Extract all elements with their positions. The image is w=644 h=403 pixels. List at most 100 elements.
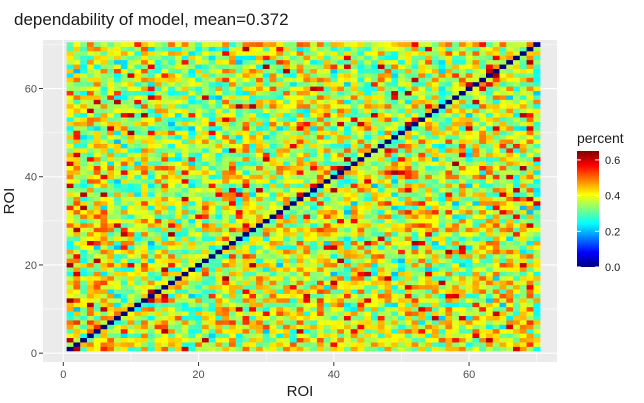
- heatmap-cell: [303, 126, 311, 131]
- heatmap-cell: [452, 328, 460, 334]
- heatmap-cell: [330, 86, 338, 92]
- heatmap-cell: [472, 227, 480, 233]
- heatmap-cell: [418, 267, 426, 272]
- heatmap-cell: [154, 46, 162, 52]
- heatmap-cell: [526, 46, 534, 52]
- heatmap-cell: [283, 192, 291, 197]
- heatmap-cell: [323, 121, 331, 127]
- heatmap-cell: [215, 306, 223, 312]
- heatmap-cell: [391, 223, 399, 228]
- heatmap-cell: [100, 103, 108, 109]
- heatmap-cell: [262, 271, 270, 277]
- heatmap-cell: [73, 253, 81, 259]
- heatmap-cell: [161, 178, 169, 184]
- heatmap-cell: [114, 245, 122, 250]
- heatmap-cell: [93, 117, 101, 122]
- heatmap-cell: [86, 134, 95, 140]
- heatmap-cell: [431, 108, 439, 114]
- heatmap-cell: [411, 289, 419, 294]
- heatmap-cell: [161, 271, 169, 277]
- heatmap-cell: [127, 117, 135, 122]
- heatmap-cell: [147, 134, 155, 140]
- heatmap-cell: [235, 165, 243, 171]
- heatmap-cell: [86, 328, 95, 334]
- heatmap-cell: [235, 130, 243, 136]
- heatmap-cell: [377, 134, 385, 140]
- heatmap-cell: [398, 59, 406, 65]
- heatmap-cell: [86, 346, 95, 352]
- heatmap-cell: [283, 103, 291, 109]
- heatmap-cell: [316, 90, 324, 96]
- heatmap-cell: [343, 306, 352, 312]
- heatmap-cell: [337, 201, 345, 206]
- heatmap-cell: [377, 249, 385, 255]
- heatmap-cell: [161, 174, 169, 180]
- heatmap-cell: [276, 284, 284, 290]
- heatmap-cell: [269, 342, 277, 347]
- heatmap-cell: [513, 302, 521, 308]
- heatmap-cell: [337, 337, 345, 343]
- heatmap-cell: [506, 161, 514, 167]
- heatmap-cell: [107, 231, 115, 237]
- heatmap-cell: [506, 139, 514, 144]
- heatmap-cell: [283, 262, 291, 268]
- heatmap-cell: [100, 267, 108, 272]
- heatmap-cell: [141, 192, 149, 197]
- heatmap-cell: [86, 337, 95, 343]
- heatmap-cell: [269, 152, 277, 158]
- heatmap-cell: [526, 245, 534, 250]
- heatmap-cell: [195, 236, 203, 241]
- heatmap-cell: [418, 209, 426, 215]
- heatmap-cell: [289, 126, 297, 131]
- heatmap-cell: [445, 245, 453, 250]
- heatmap-cell: [384, 218, 392, 224]
- heatmap-cell: [161, 42, 169, 47]
- heatmap-cell: [93, 223, 101, 228]
- heatmap-cell: [147, 346, 155, 352]
- heatmap-cell: [438, 298, 446, 303]
- heatmap-cell: [256, 298, 264, 303]
- heatmap-cell: [289, 192, 297, 197]
- heatmap-cell: [485, 236, 494, 241]
- heatmap-cell: [391, 333, 399, 339]
- heatmap-cell: [174, 293, 182, 299]
- heatmap-cell: [215, 311, 223, 316]
- heatmap-cell: [269, 126, 277, 131]
- heatmap-cell: [161, 267, 169, 272]
- heatmap-cell: [276, 306, 284, 312]
- heatmap-cell: [465, 328, 473, 334]
- heatmap-cell: [120, 64, 128, 69]
- heatmap-cell: [181, 143, 189, 149]
- heatmap-cell: [513, 275, 521, 281]
- heatmap-cell: [398, 262, 406, 268]
- heatmap-cell: [519, 134, 527, 140]
- heatmap-cell: [228, 253, 237, 259]
- heatmap-cell: [188, 258, 196, 264]
- heatmap-cell: [398, 161, 406, 167]
- heatmap-cell: [350, 302, 358, 308]
- heatmap-cell: [303, 68, 311, 74]
- heatmap-cell: [310, 126, 318, 131]
- heatmap-cell: [303, 64, 311, 69]
- heatmap-cell: [479, 187, 487, 193]
- heatmap-cell: [120, 267, 128, 272]
- heatmap-cell: [431, 320, 439, 325]
- heatmap-cell: [458, 311, 466, 316]
- heatmap-cell: [215, 192, 223, 197]
- heatmap-cell: [499, 81, 507, 87]
- heatmap-cell: [168, 231, 176, 237]
- heatmap-cell: [289, 51, 297, 56]
- heatmap-cell: [533, 293, 541, 299]
- heatmap-cell: [80, 337, 88, 343]
- heatmap-cell: [296, 236, 304, 241]
- heatmap-cell: [330, 95, 338, 100]
- heatmap-cell: [181, 81, 189, 87]
- heatmap-cell: [513, 196, 521, 202]
- heatmap-cell: [276, 337, 284, 343]
- heatmap-cell: [411, 253, 419, 259]
- heatmap-cell: [215, 108, 223, 114]
- heatmap-cell: [161, 320, 169, 325]
- heatmap-cell: [438, 275, 446, 281]
- heatmap-cell: [533, 77, 541, 83]
- heatmap-cell: [174, 112, 182, 118]
